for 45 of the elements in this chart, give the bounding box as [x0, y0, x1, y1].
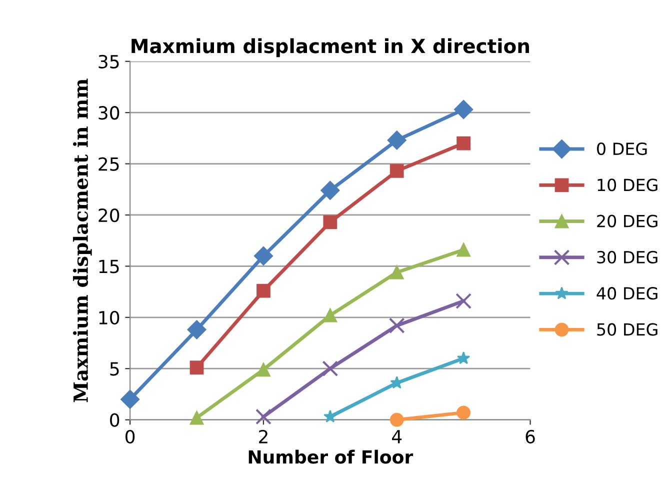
point	[187, 320, 206, 340]
point	[324, 410, 337, 422]
point	[456, 406, 471, 420]
point	[456, 242, 471, 257]
point	[322, 360, 338, 377]
legend-label: 50 DEG	[597, 323, 658, 336]
point	[390, 164, 404, 178]
point	[323, 308, 338, 322]
point	[190, 410, 204, 425]
point	[387, 130, 406, 150]
point	[388, 318, 405, 334]
point	[255, 408, 272, 425]
point	[256, 284, 270, 298]
legend-label: 20 DEG	[597, 214, 658, 228]
y-tick-label: 25	[98, 157, 119, 171]
x-axis-title: Number of Floor	[248, 450, 414, 464]
point	[390, 265, 404, 280]
legend-label: 30 DEG	[597, 250, 658, 264]
x-tick-label: 2	[259, 430, 268, 444]
point	[190, 360, 204, 375]
point	[256, 362, 270, 377]
y-tick-label: 10	[99, 310, 120, 325]
legend-label: 40 DEG	[596, 287, 658, 300]
y-tick-label: 20	[98, 208, 120, 222]
point	[323, 215, 338, 230]
point	[390, 412, 404, 427]
point	[456, 136, 471, 150]
y-tick-label: 5	[110, 362, 119, 376]
point	[456, 351, 470, 364]
point	[454, 100, 474, 120]
y-tick-label: 15	[99, 260, 119, 274]
y-axis-title: Maxmium displacment in mm	[72, 78, 92, 402]
point	[456, 293, 472, 309]
chart-title: Maxmium displacment in X direction	[132, 38, 529, 58]
legend-label: 0 DEG	[597, 142, 647, 156]
y-tick-label: 0	[110, 413, 120, 427]
point	[320, 180, 340, 200]
x-tick-label: 6	[526, 430, 535, 444]
point	[120, 390, 140, 409]
x-tick-label: 4	[392, 430, 402, 444]
y-tick-label: 35	[98, 54, 119, 68]
legend-label: 10 DEG	[598, 178, 658, 192]
y-tick-label: 30	[98, 106, 120, 120]
point	[254, 246, 273, 266]
x-tick-label: 0	[126, 430, 135, 444]
